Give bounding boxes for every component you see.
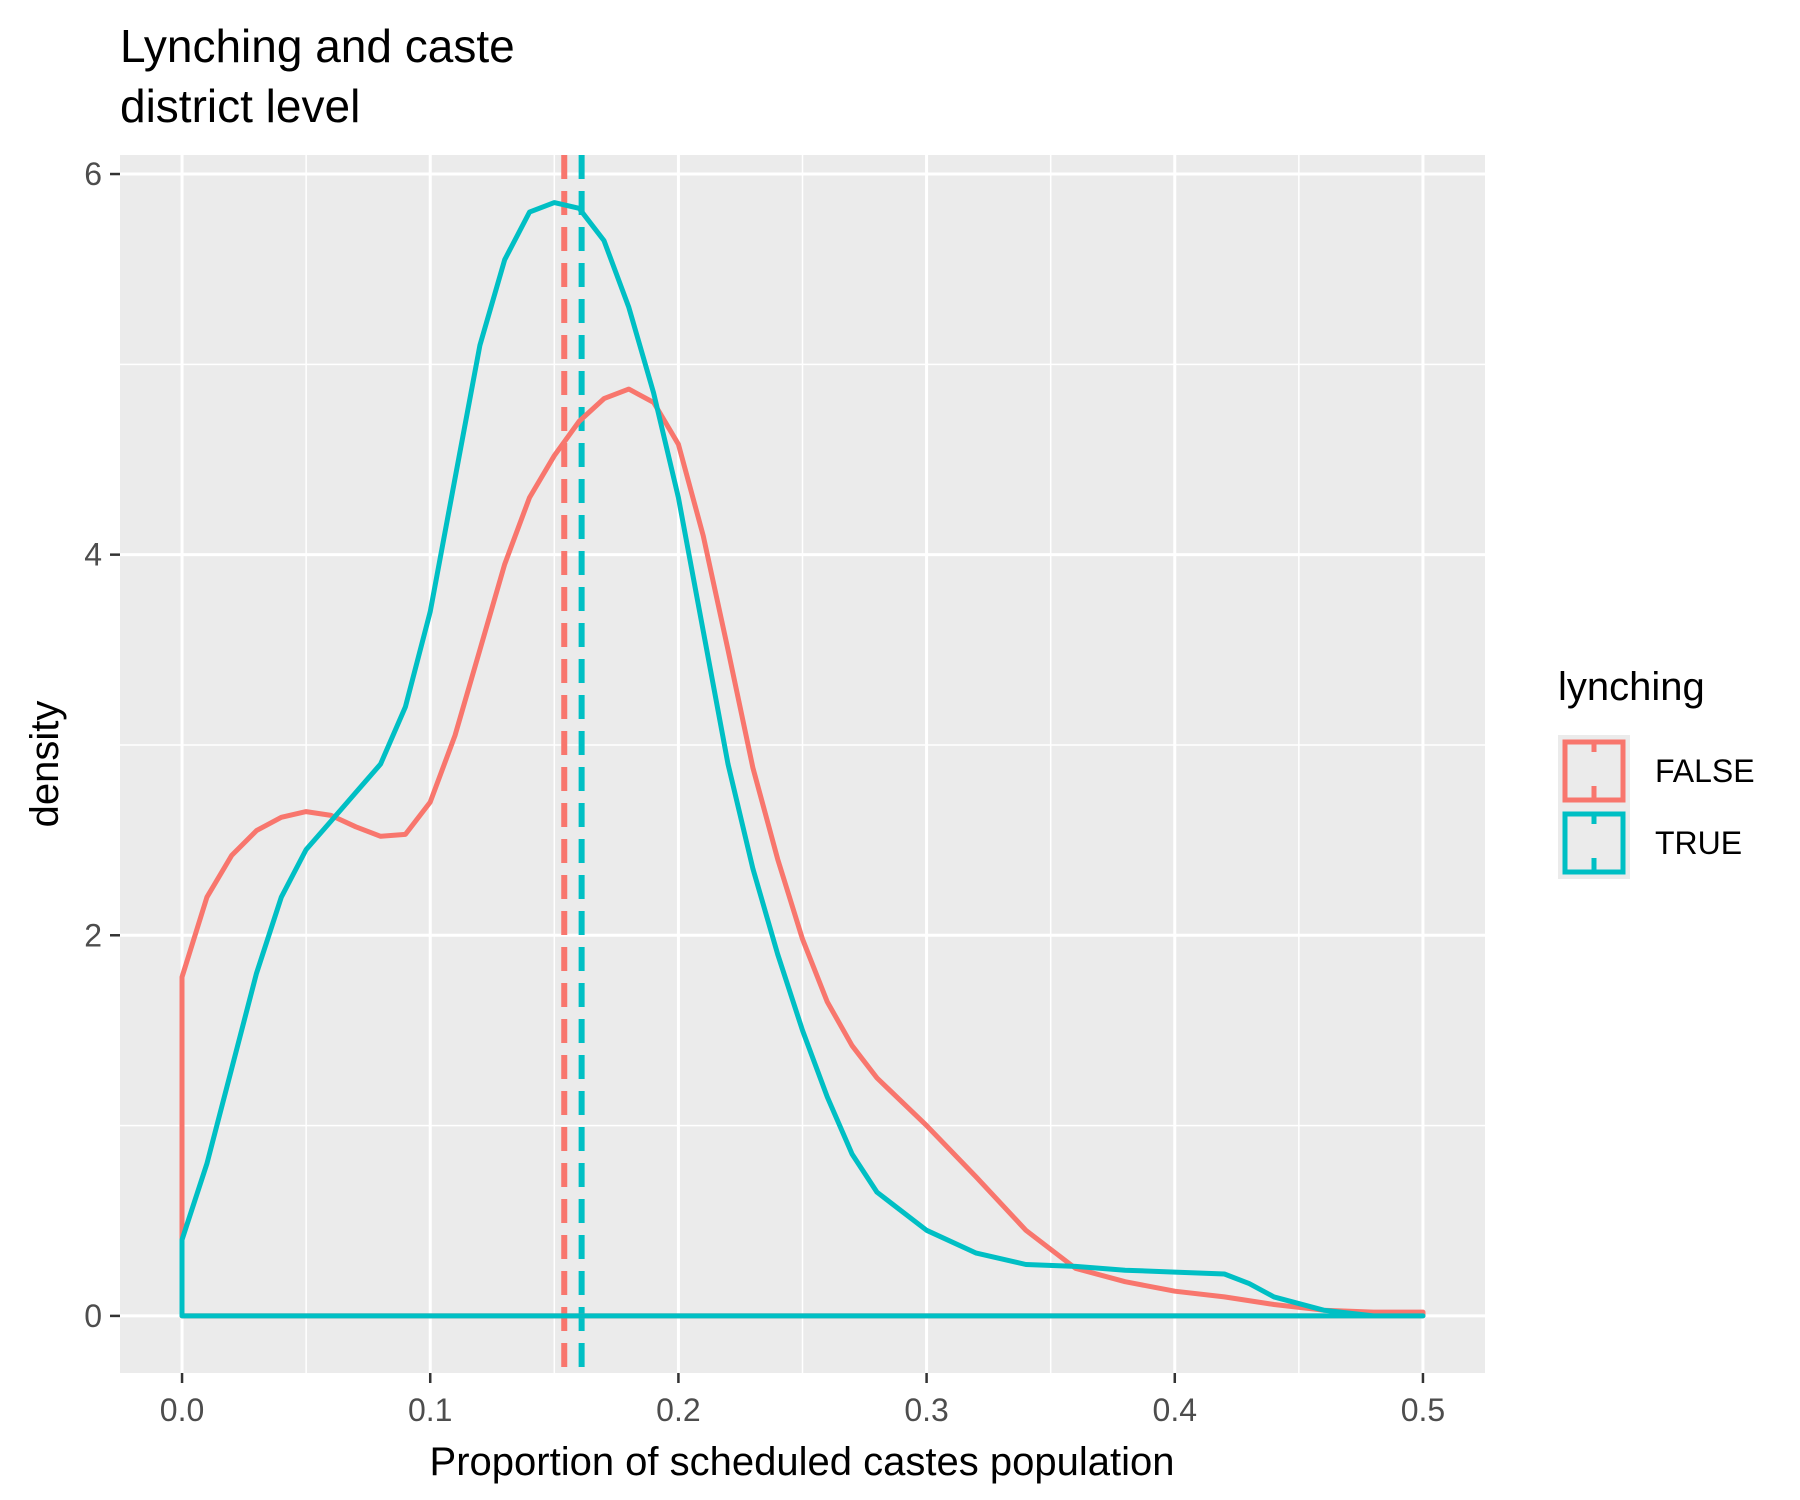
x-tick-label: 0.1: [408, 1392, 452, 1428]
x-tick-label: 0.0: [160, 1392, 204, 1428]
legend-label-false: FALSE: [1655, 753, 1755, 789]
y-tick-label: 2: [84, 917, 102, 953]
density-curve-false: [179, 386, 1426, 1319]
chart-title-line-2: district level: [120, 80, 360, 132]
x-tick-label: 0.5: [1401, 1392, 1445, 1428]
legend: lynching FALSE TRUE: [1558, 665, 1755, 879]
legend-label-true: TRUE: [1655, 825, 1742, 861]
x-tick-label: 0.2: [656, 1392, 700, 1428]
x-tick-label: 0.3: [904, 1392, 948, 1428]
legend-title: lynching: [1558, 665, 1705, 709]
mean-lines: [561, 155, 585, 1373]
chart-title-line-1: Lynching and caste: [120, 20, 515, 72]
density-curves: [179, 200, 1426, 1319]
y-tick-label: 6: [84, 156, 102, 192]
axes: 0.0 0.1 0.2 0.3 0.4 0.5 0 2 4 6: [84, 156, 1445, 1428]
y-axis-title: density: [23, 701, 67, 828]
y-tick-label: 4: [84, 537, 102, 573]
x-axis-title: Proportion of scheduled castes populatio…: [430, 1440, 1175, 1484]
x-tick-label: 0.4: [1153, 1392, 1197, 1428]
y-tick-label: 0: [84, 1298, 102, 1334]
density-curve-true: [179, 200, 1426, 1319]
